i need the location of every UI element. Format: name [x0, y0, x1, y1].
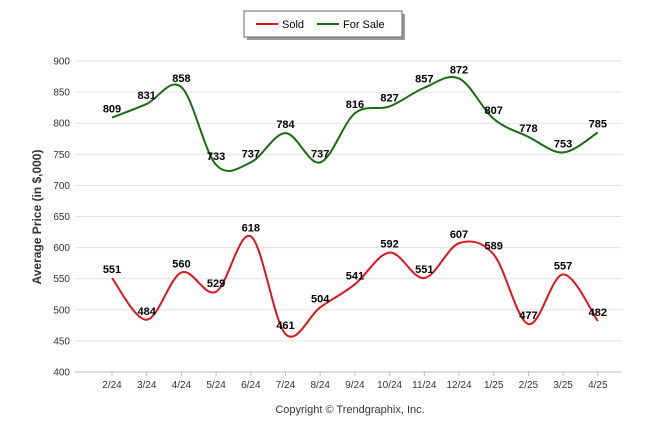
series-line-0 — [111, 235, 599, 338]
legend-label-for-sale: For Sale — [343, 19, 385, 31]
copyright-footer: Copyright © Trendgraphix, Inc. — [275, 404, 424, 416]
x-tick-label: 10/24 — [377, 380, 402, 391]
legend-label-sold: Sold — [282, 19, 304, 31]
x-tick-label: 4/24 — [172, 380, 192, 391]
data-label: 857 — [415, 74, 433, 86]
x-tick-label: 7/24 — [276, 380, 296, 391]
x-tick-label: 1/25 — [484, 380, 504, 391]
y-tick-label: 900 — [53, 57, 70, 68]
x-tick-label: 11/24 — [412, 380, 437, 391]
y-tick-label: 800 — [53, 119, 70, 130]
data-label: 560 — [172, 258, 190, 270]
data-labels: 551 484 560 529 618 461 504 541 592 551 607 589 477 5… — [103, 64, 607, 332]
data-label: 872 — [450, 64, 468, 76]
data-label: 807 — [485, 105, 503, 117]
x-tick-label: 8/24 — [310, 380, 330, 391]
data-label: 541 — [346, 270, 364, 282]
data-label: 733 — [207, 151, 225, 163]
series-line-1 — [111, 76, 599, 172]
y-tick-label: 650 — [53, 212, 70, 223]
data-label: 778 — [519, 123, 537, 135]
data-label: 551 — [103, 264, 121, 276]
x-tick-label: 2/25 — [519, 380, 539, 391]
data-label: 737 — [242, 148, 260, 160]
data-label: 557 — [554, 260, 572, 272]
data-label: 816 — [346, 99, 364, 111]
x-tick-label: 12/24 — [446, 380, 471, 391]
legend: Sold For Sale — [243, 10, 405, 40]
x-tick-label: 9/24 — [345, 380, 365, 391]
y-tick-label: 850 — [53, 88, 70, 99]
x-tick-label: 4/25 — [588, 380, 608, 391]
data-label: 737 — [311, 148, 329, 160]
x-tick-label: 3/24 — [137, 380, 157, 391]
data-label: 551 — [415, 264, 433, 276]
data-label: 482 — [589, 307, 607, 319]
data-label: 827 — [380, 92, 398, 104]
data-label: 607 — [450, 229, 468, 241]
data-label: 461 — [276, 320, 294, 332]
axes: 400 450 500 550 600 650 700 750 800 850 900 2/24 3/2… — [53, 57, 622, 391]
y-tick-label: 600 — [53, 243, 70, 254]
y-tick-label: 550 — [53, 274, 70, 285]
x-tick-label: 5/24 — [206, 380, 226, 391]
data-label: 529 — [207, 278, 225, 290]
data-label: 592 — [380, 239, 398, 251]
y-tick-label: 450 — [53, 336, 70, 347]
x-tick-label: 2/24 — [102, 380, 122, 391]
data-label: 504 — [311, 293, 330, 305]
x-tick-label: 6/24 — [241, 380, 261, 391]
y-tick-label: 700 — [53, 181, 70, 192]
y-tick-label: 750 — [53, 150, 70, 161]
y-tick-label: 400 — [53, 368, 70, 379]
x-tick-label: 3/25 — [553, 380, 573, 391]
data-label: 477 — [519, 310, 537, 322]
data-label: 785 — [589, 119, 607, 131]
data-label: 809 — [103, 104, 121, 116]
y-axis-label: Average Price (in $,000) — [30, 150, 44, 285]
y-tick-label: 500 — [53, 305, 70, 316]
data-label: 618 — [242, 222, 260, 234]
data-label: 484 — [138, 306, 157, 318]
series-lines — [111, 76, 599, 338]
data-label: 589 — [485, 240, 503, 252]
data-label: 831 — [138, 90, 156, 102]
data-label: 753 — [554, 138, 572, 150]
data-label: 784 — [276, 119, 295, 131]
data-label: 858 — [172, 73, 190, 85]
